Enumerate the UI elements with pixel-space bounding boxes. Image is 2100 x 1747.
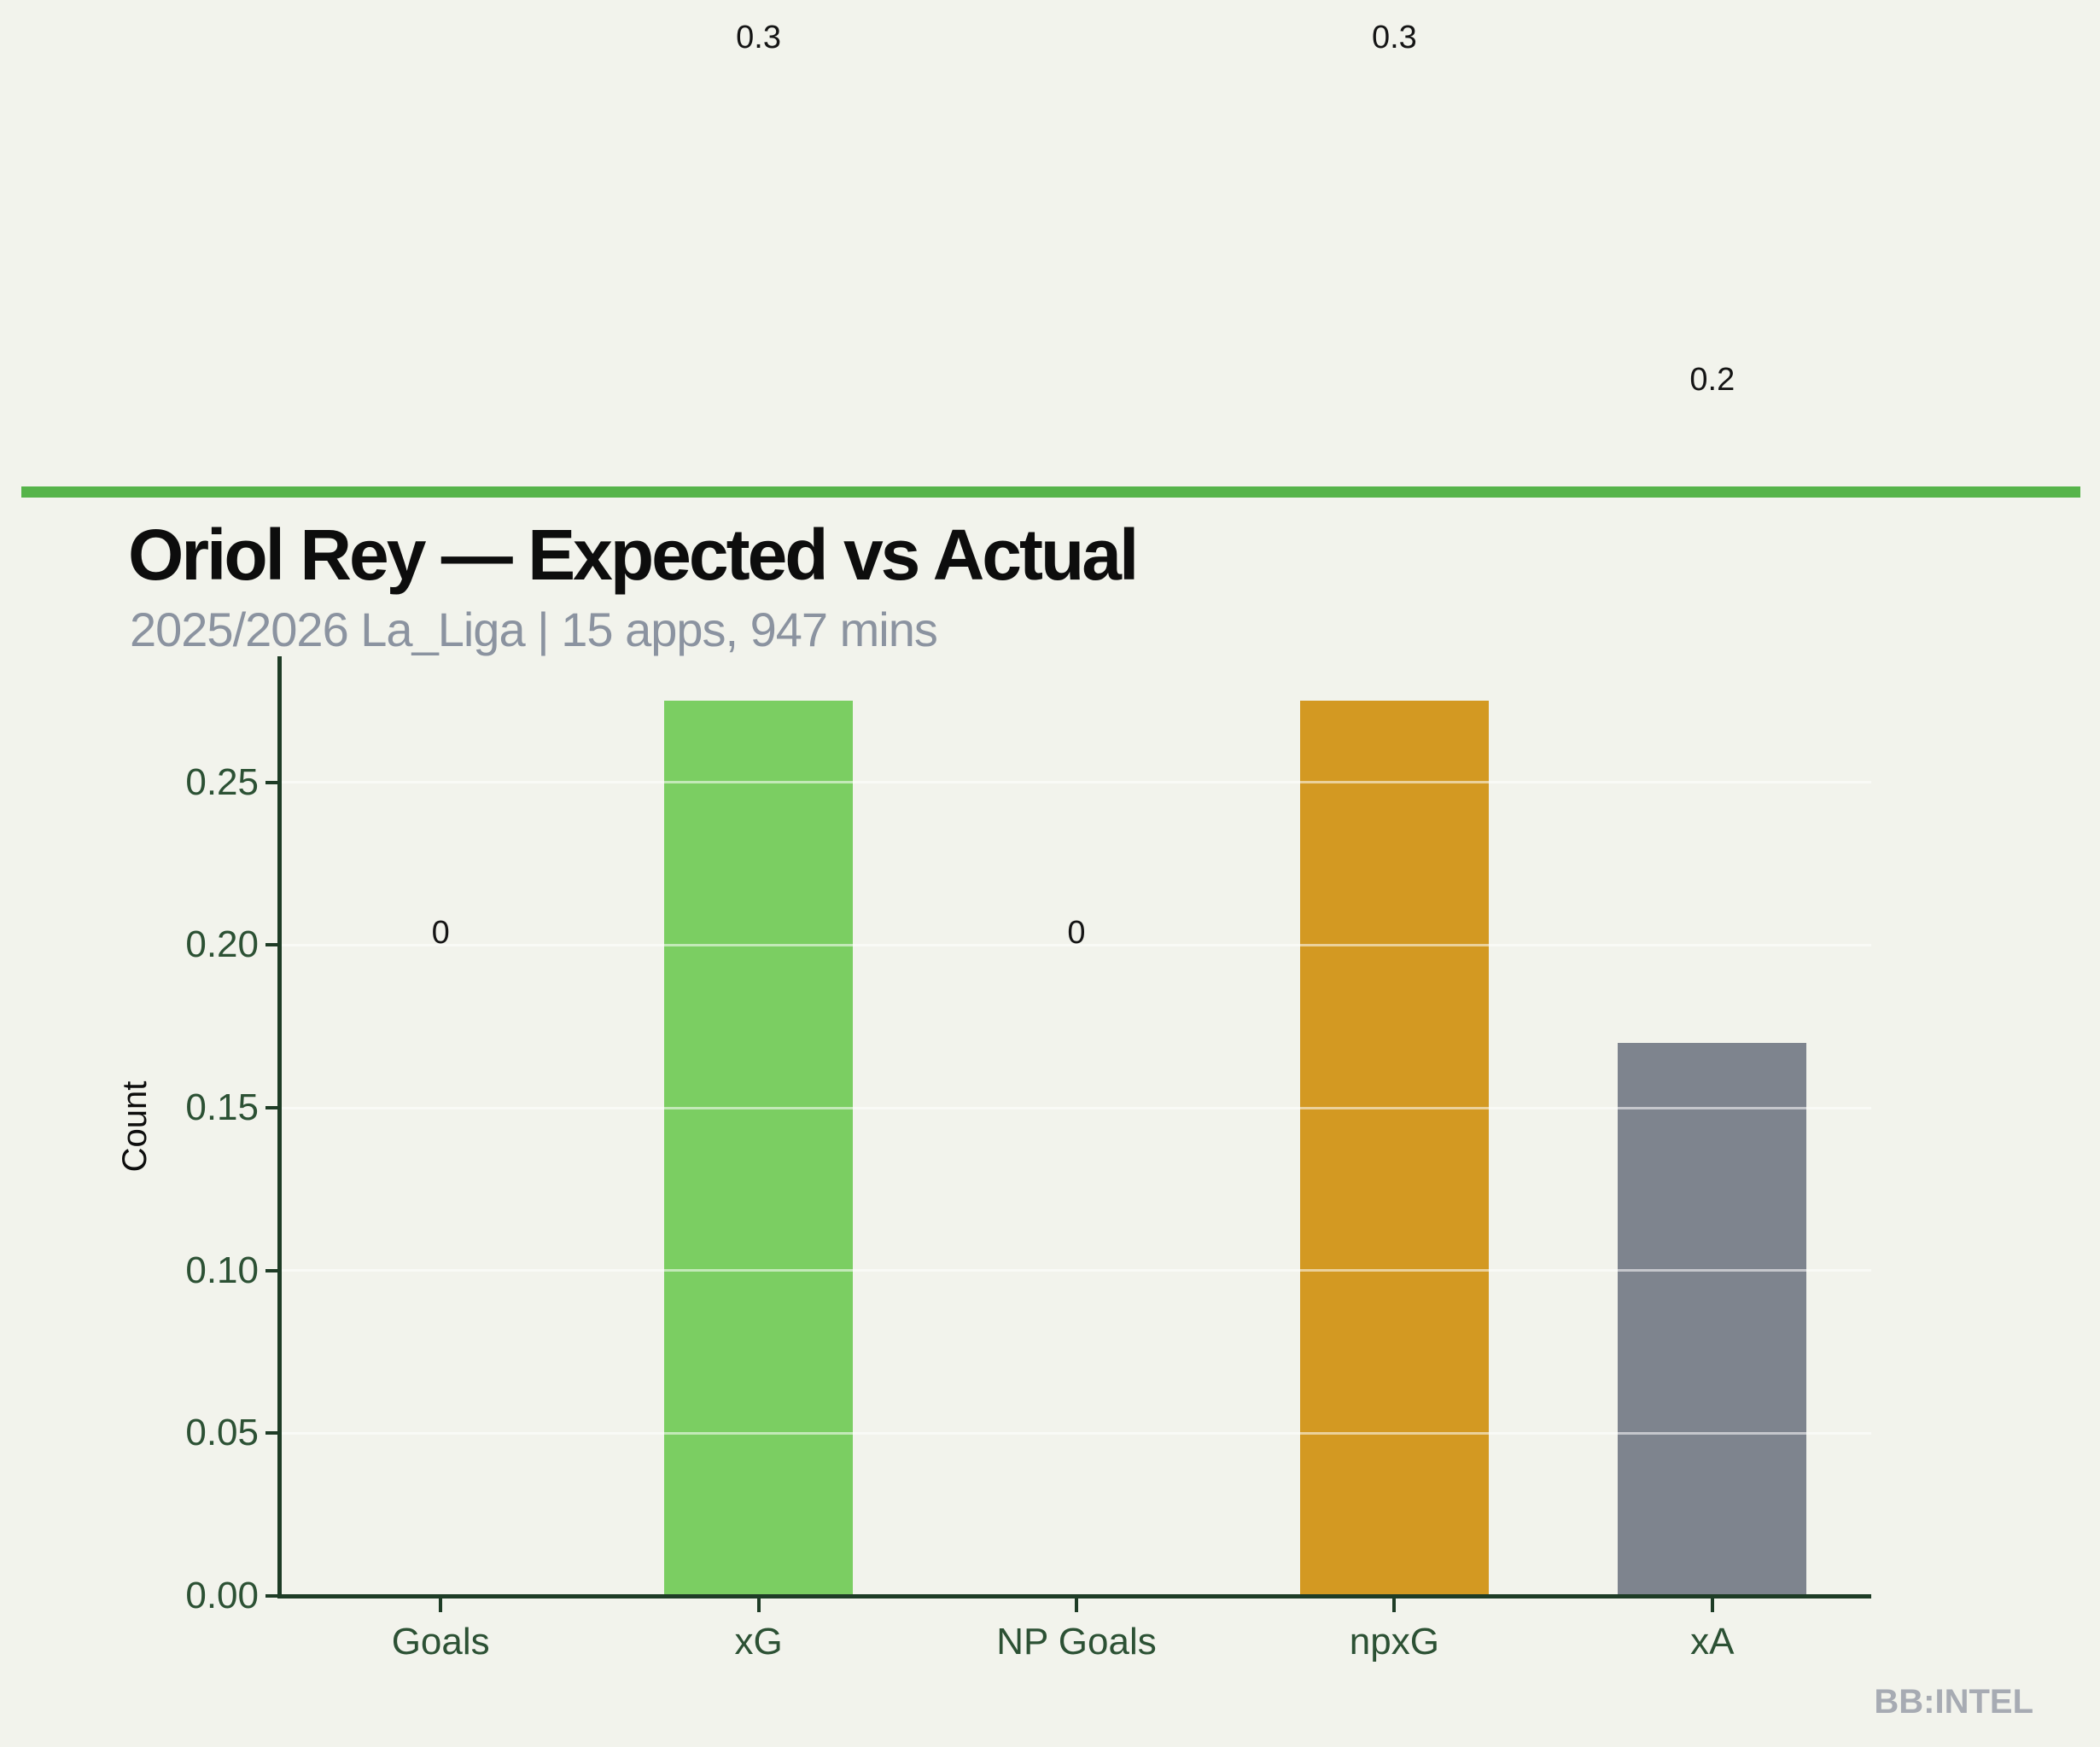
x-tick-label-np-goals: NP Goals bbox=[996, 1621, 1157, 1663]
y-tick-label: 0.20 bbox=[185, 923, 259, 966]
bar-value-label-xg: 0.3 bbox=[736, 20, 781, 56]
y-tick-mark bbox=[265, 780, 277, 784]
watermark-logo: BB:INTEL bbox=[1874, 1683, 2033, 1721]
y-gridline bbox=[282, 943, 1871, 946]
accent-divider-line bbox=[21, 486, 2080, 498]
x-axis-spine bbox=[277, 1594, 1871, 1599]
y-tick-mark bbox=[265, 1594, 277, 1598]
y-gridline bbox=[282, 1269, 1871, 1272]
y-tick-label: 0.25 bbox=[185, 760, 259, 803]
bar-xa bbox=[1618, 1042, 1807, 1596]
x-tick-label-npxg: npxG bbox=[1349, 1621, 1439, 1663]
x-tick-label-xa: xA bbox=[1690, 1621, 1735, 1663]
x-tick-mark bbox=[1075, 1599, 1078, 1612]
y-gridline bbox=[282, 781, 1871, 784]
x-tick-mark bbox=[439, 1599, 443, 1612]
y-tick-label: 0.00 bbox=[185, 1575, 259, 1616]
x-tick-mark bbox=[1710, 1599, 1714, 1612]
x-tick-mark bbox=[1392, 1599, 1397, 1612]
bar-value-label-npxg: 0.3 bbox=[1371, 20, 1417, 56]
x-tick-label-xg: xG bbox=[734, 1621, 783, 1663]
chart-title: Oriol Rey — Expected vs Actual bbox=[128, 515, 1139, 595]
bar-value-label-xa: 0.2 bbox=[1689, 361, 1735, 398]
y-tick-mark bbox=[265, 943, 277, 947]
y-tick-label: 0.10 bbox=[185, 1249, 259, 1291]
y-axis-spine bbox=[277, 656, 282, 1599]
bar-value-label-goals: 0 bbox=[431, 915, 450, 951]
y-tick-mark bbox=[265, 1431, 277, 1435]
bar-xg bbox=[664, 701, 854, 1596]
y-tick-label: 0.15 bbox=[185, 1086, 259, 1129]
chart-subtitle: 2025/2026 La_Liga | 15 apps, 947 mins bbox=[130, 603, 938, 656]
y-gridline bbox=[282, 1106, 1871, 1109]
bar-npxg bbox=[1299, 701, 1489, 1596]
x-tick-mark bbox=[756, 1599, 761, 1612]
y-gridline bbox=[282, 1431, 1871, 1435]
y-tick-mark bbox=[265, 1268, 277, 1272]
y-tick-label: 0.05 bbox=[185, 1412, 259, 1454]
bar-value-label-np-goals: 0 bbox=[1067, 915, 1086, 951]
y-tick-mark bbox=[265, 1106, 277, 1110]
x-tick-label-goals: Goals bbox=[391, 1621, 490, 1663]
